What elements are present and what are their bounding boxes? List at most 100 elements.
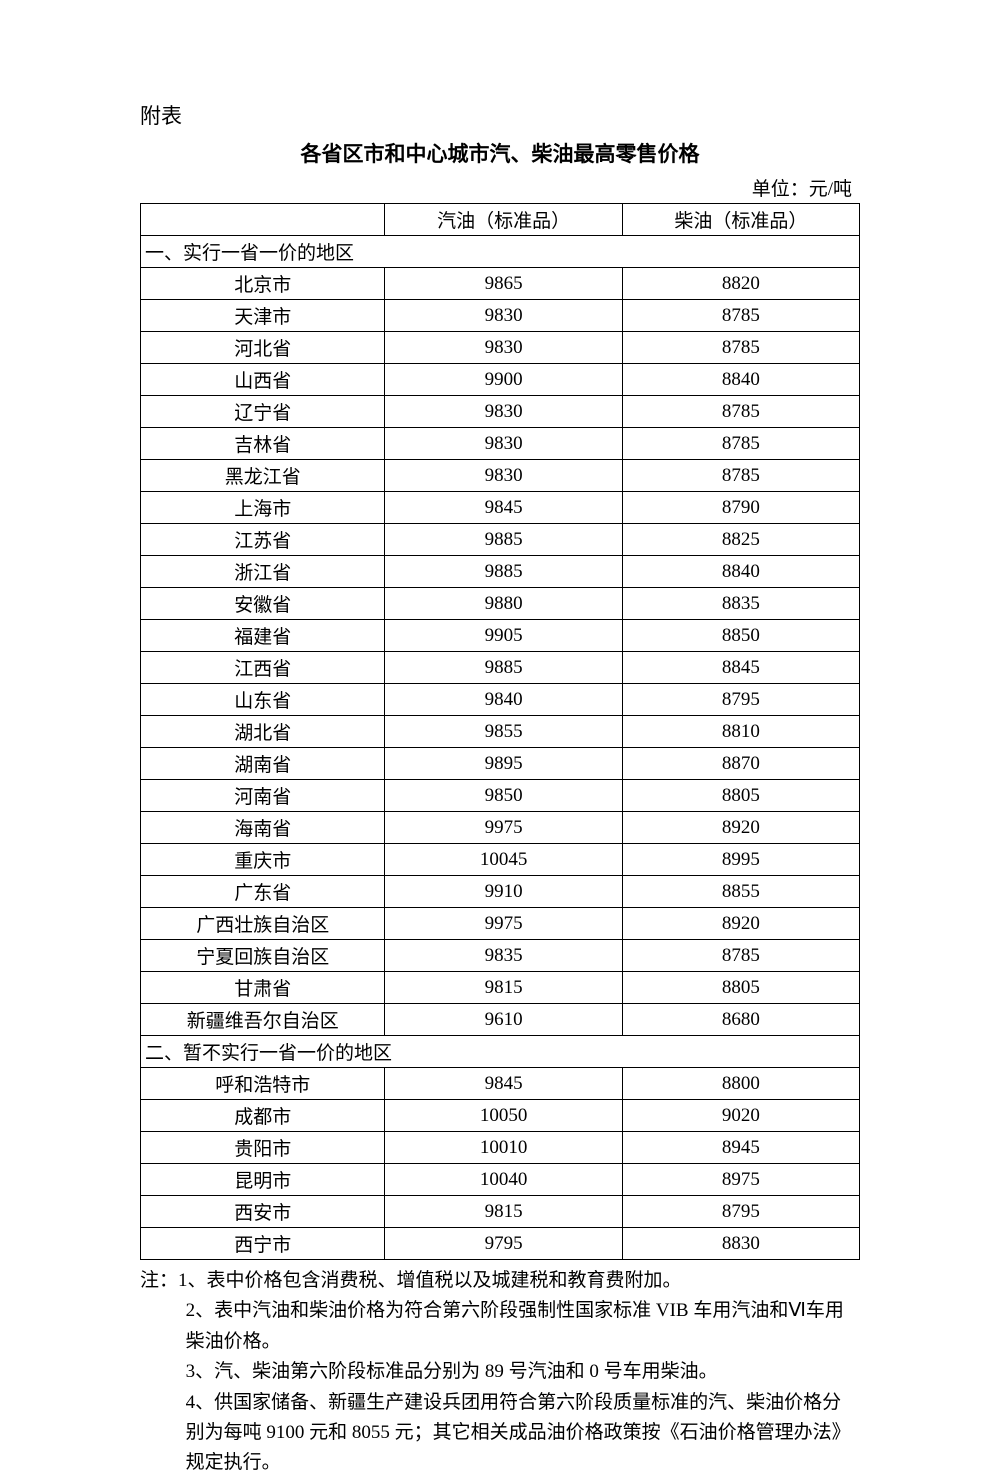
- cell-region: 广东省: [141, 876, 385, 908]
- cell-region: 天津市: [141, 300, 385, 332]
- cell-region: 北京市: [141, 268, 385, 300]
- cell-gasoline: 9885: [385, 524, 622, 556]
- table-row: 江苏省98858825: [141, 524, 860, 556]
- cell-gasoline: 9815: [385, 1196, 622, 1228]
- cell-gasoline: 9830: [385, 460, 622, 492]
- cell-region: 呼和浩特市: [141, 1068, 385, 1100]
- cell-region: 湖北省: [141, 716, 385, 748]
- cell-diesel: 8975: [622, 1164, 859, 1196]
- cell-gasoline: 9975: [385, 908, 622, 940]
- cell-gasoline: 9610: [385, 1004, 622, 1036]
- cell-gasoline: 10050: [385, 1100, 622, 1132]
- cell-region: 湖南省: [141, 748, 385, 780]
- cell-region: 西宁市: [141, 1228, 385, 1260]
- cell-diesel: 8785: [622, 332, 859, 364]
- note-item: 3、汽、柴油第六阶段标准品分别为 89 号汽油和 0 号车用柴油。: [140, 1357, 860, 1387]
- table-row: 昆明市100408975: [141, 1164, 860, 1196]
- cell-region: 浙江省: [141, 556, 385, 588]
- cell-diesel: 9020: [622, 1100, 859, 1132]
- table-row: 山西省99008840: [141, 364, 860, 396]
- table-row: 上海市98458790: [141, 492, 860, 524]
- cell-gasoline: 9880: [385, 588, 622, 620]
- cell-gasoline: 9885: [385, 652, 622, 684]
- cell-diesel: 8795: [622, 684, 859, 716]
- cell-gasoline: 9850: [385, 780, 622, 812]
- page-title: 各省区市和中心城市汽、柴油最高零售价格: [140, 138, 860, 168]
- cell-diesel: 8785: [622, 396, 859, 428]
- table-row: 西安市98158795: [141, 1196, 860, 1228]
- cell-diesel: 8785: [622, 300, 859, 332]
- cell-gasoline: 9910: [385, 876, 622, 908]
- cell-region: 宁夏回族自治区: [141, 940, 385, 972]
- header-diesel: 柴油（标准品）: [622, 204, 859, 236]
- table-row: 河北省98308785: [141, 332, 860, 364]
- cell-region: 昆明市: [141, 1164, 385, 1196]
- table-row: 成都市100509020: [141, 1100, 860, 1132]
- table-row: 广西壮族自治区99758920: [141, 908, 860, 940]
- cell-diesel: 8945: [622, 1132, 859, 1164]
- cell-diesel: 8855: [622, 876, 859, 908]
- cell-region: 福建省: [141, 620, 385, 652]
- cell-gasoline: 9905: [385, 620, 622, 652]
- note-item: 2、表中汽油和柴油价格为符合第六阶段强制性国家标准 VIB 车用汽油和Ⅵ车用柴油…: [140, 1296, 860, 1357]
- cell-diesel: 8785: [622, 460, 859, 492]
- cell-gasoline: 9830: [385, 300, 622, 332]
- cell-gasoline: 9865: [385, 268, 622, 300]
- cell-diesel: 8825: [622, 524, 859, 556]
- table-row: 天津市98308785: [141, 300, 860, 332]
- cell-region: 广西壮族自治区: [141, 908, 385, 940]
- section-header: 二、暂不实行一省一价的地区: [141, 1036, 860, 1068]
- cell-diesel: 8785: [622, 428, 859, 460]
- cell-diesel: 8810: [622, 716, 859, 748]
- unit-label: 单位：元/吨: [140, 174, 860, 201]
- cell-gasoline: 9975: [385, 812, 622, 844]
- cell-diesel: 8920: [622, 908, 859, 940]
- table-row: 贵阳市100108945: [141, 1132, 860, 1164]
- table-row: 海南省99758920: [141, 812, 860, 844]
- notes-section: 注：1、表中价格包含消费税、增值税以及城建税和教育费附加。2、表中汽油和柴油价格…: [140, 1266, 860, 1479]
- cell-region: 山东省: [141, 684, 385, 716]
- cell-gasoline: 10010: [385, 1132, 622, 1164]
- cell-gasoline: 9830: [385, 428, 622, 460]
- cell-diesel: 8820: [622, 268, 859, 300]
- cell-region: 西安市: [141, 1196, 385, 1228]
- table-row: 河南省98508805: [141, 780, 860, 812]
- cell-diesel: 8790: [622, 492, 859, 524]
- cell-gasoline: 9895: [385, 748, 622, 780]
- cell-gasoline: 9815: [385, 972, 622, 1004]
- table-row: 甘肃省98158805: [141, 972, 860, 1004]
- cell-region: 成都市: [141, 1100, 385, 1132]
- cell-gasoline: 9835: [385, 940, 622, 972]
- cell-diesel: 8805: [622, 780, 859, 812]
- table-row: 山东省98408795: [141, 684, 860, 716]
- note-item: 4、供国家储备、新疆生产建设兵团用符合第六阶段质量标准的汽、柴油价格分别为每吨 …: [140, 1388, 860, 1479]
- cell-diesel: 8680: [622, 1004, 859, 1036]
- header-region: [141, 204, 385, 236]
- cell-diesel: 8995: [622, 844, 859, 876]
- cell-gasoline: 10045: [385, 844, 622, 876]
- cell-region: 山西省: [141, 364, 385, 396]
- cell-diesel: 8785: [622, 940, 859, 972]
- cell-region: 吉林省: [141, 428, 385, 460]
- cell-gasoline: 9855: [385, 716, 622, 748]
- table-row: 宁夏回族自治区98358785: [141, 940, 860, 972]
- cell-region: 河北省: [141, 332, 385, 364]
- table-row: 黑龙江省98308785: [141, 460, 860, 492]
- table-row: 重庆市100458995: [141, 844, 860, 876]
- cell-gasoline: 9830: [385, 396, 622, 428]
- cell-gasoline: 9845: [385, 492, 622, 524]
- table-row: 福建省99058850: [141, 620, 860, 652]
- cell-diesel: 8840: [622, 556, 859, 588]
- table-row: 呼和浩特市98458800: [141, 1068, 860, 1100]
- table-row: 浙江省98858840: [141, 556, 860, 588]
- cell-region: 甘肃省: [141, 972, 385, 1004]
- cell-diesel: 8850: [622, 620, 859, 652]
- cell-region: 海南省: [141, 812, 385, 844]
- cell-diesel: 8795: [622, 1196, 859, 1228]
- cell-diesel: 8835: [622, 588, 859, 620]
- cell-diesel: 8840: [622, 364, 859, 396]
- table-row: 湖南省98958870: [141, 748, 860, 780]
- cell-diesel: 8805: [622, 972, 859, 1004]
- cell-region: 黑龙江省: [141, 460, 385, 492]
- cell-gasoline: 10040: [385, 1164, 622, 1196]
